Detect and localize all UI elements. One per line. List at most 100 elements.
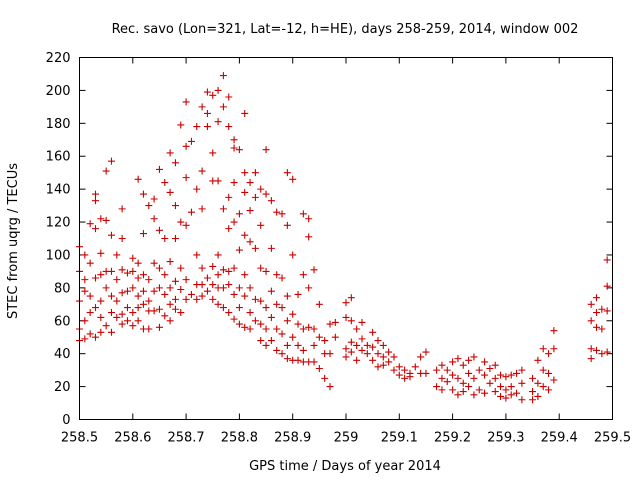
data-point xyxy=(273,271,281,279)
data-point xyxy=(278,330,286,338)
data-point xyxy=(310,266,318,274)
data-point xyxy=(443,366,451,374)
data-point xyxy=(289,175,297,183)
data-point xyxy=(513,389,521,397)
data-point xyxy=(481,371,489,379)
data-point xyxy=(369,356,377,364)
data-point xyxy=(81,317,89,325)
data-point xyxy=(395,371,403,379)
data-point xyxy=(353,356,361,364)
data-point xyxy=(433,366,441,374)
data-point xyxy=(139,300,147,308)
data-point xyxy=(225,193,233,201)
data-point xyxy=(155,284,163,292)
data-point xyxy=(177,218,185,226)
data-point xyxy=(283,355,291,363)
data-point xyxy=(203,88,211,96)
data-point xyxy=(534,379,542,387)
x-tick-label: 258.9 xyxy=(274,431,311,446)
data-point xyxy=(107,267,115,275)
data-point xyxy=(246,179,254,187)
data-point xyxy=(502,394,510,402)
data-point xyxy=(315,364,323,372)
data-point xyxy=(411,363,419,371)
data-point xyxy=(203,123,211,131)
data-point xyxy=(219,266,227,274)
data-point xyxy=(246,238,254,246)
data-point xyxy=(529,388,537,396)
data-point xyxy=(454,374,462,382)
data-point xyxy=(193,295,201,303)
data-point xyxy=(251,193,259,201)
data-point xyxy=(134,292,142,300)
data-point xyxy=(86,259,94,267)
data-point xyxy=(422,348,430,356)
data-point xyxy=(182,142,190,150)
data-point xyxy=(273,325,281,333)
data-point xyxy=(155,305,163,313)
data-point xyxy=(321,337,329,345)
data-point xyxy=(118,320,126,328)
data-point xyxy=(145,202,153,210)
x-tick-label: 259.4 xyxy=(541,431,578,446)
data-point xyxy=(326,350,334,358)
x-tick-label: 259.5 xyxy=(594,431,631,446)
data-point xyxy=(235,320,243,328)
data-point xyxy=(390,353,398,361)
data-point xyxy=(603,282,611,290)
data-point xyxy=(230,136,238,144)
data-point xyxy=(587,355,595,363)
data-point xyxy=(289,333,297,341)
x-tick-label: 259.3 xyxy=(487,431,524,446)
data-point xyxy=(161,179,169,187)
data-point xyxy=(241,169,249,177)
data-point xyxy=(214,86,222,94)
data-point xyxy=(161,290,169,298)
data-point xyxy=(113,297,121,305)
y-tick-label: 120 xyxy=(46,216,71,231)
data-point xyxy=(123,287,131,295)
x-axis-label: GPS time / Days of year 2014 xyxy=(249,459,441,474)
x-tick-label: 258.8 xyxy=(221,431,258,446)
data-point xyxy=(166,188,174,196)
data-point xyxy=(390,366,398,374)
chart-title: Rec. savo (Lon=321, Lat=-12, h=HE), days… xyxy=(112,22,579,37)
data-point xyxy=(326,383,334,391)
data-point xyxy=(257,221,265,229)
data-point xyxy=(353,341,361,349)
data-point xyxy=(107,292,115,300)
data-point xyxy=(267,287,275,295)
data-point xyxy=(241,323,249,331)
data-point xyxy=(299,210,307,218)
data-point xyxy=(203,109,211,117)
data-point xyxy=(182,276,190,284)
data-point xyxy=(294,290,302,298)
data-point xyxy=(310,325,318,333)
data-point xyxy=(267,337,275,345)
data-point xyxy=(347,348,355,356)
data-point xyxy=(113,251,121,259)
data-point xyxy=(470,391,478,399)
data-point xyxy=(587,345,595,353)
y-tick-label: 0 xyxy=(62,413,70,428)
data-point xyxy=(177,121,185,129)
data-point xyxy=(331,333,339,341)
y-tick-label: 60 xyxy=(54,314,71,329)
data-point xyxy=(278,274,286,282)
data-point xyxy=(214,271,222,279)
data-point xyxy=(454,355,462,363)
data-point xyxy=(385,348,393,356)
data-point xyxy=(214,118,222,126)
data-point xyxy=(198,103,206,111)
data-point xyxy=(219,205,227,213)
data-points xyxy=(76,72,611,404)
data-point xyxy=(529,374,537,382)
data-point xyxy=(465,356,473,364)
data-point xyxy=(91,304,99,312)
data-point xyxy=(470,353,478,361)
data-point xyxy=(385,358,393,366)
y-tick-label: 180 xyxy=(46,117,71,132)
data-point xyxy=(497,392,505,400)
y-tick-label: 20 xyxy=(54,380,71,395)
y-tick-label: 140 xyxy=(46,183,71,198)
